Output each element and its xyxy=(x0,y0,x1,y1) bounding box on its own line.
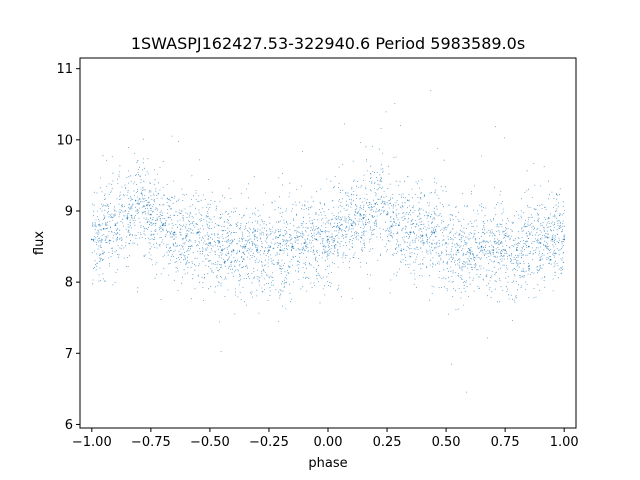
y-axis-title: flux xyxy=(32,231,47,255)
y-tick-label: 10 xyxy=(56,133,73,148)
scatter-point xyxy=(244,245,247,248)
scatter-point xyxy=(138,203,140,205)
scatter-point xyxy=(161,224,164,227)
scatter-point xyxy=(268,249,270,251)
scatter-point xyxy=(421,235,424,237)
x-axis: −1.00 −0.75 −0.50 −0.25 0.00 0.25 0.50 0.75 1.00 xyxy=(72,428,579,450)
scatter-point xyxy=(303,242,306,244)
scatter-point xyxy=(409,231,412,234)
scatter-point xyxy=(126,217,129,219)
scatter-point xyxy=(185,235,188,237)
x-tick-label: 0.75 xyxy=(491,435,520,450)
y-tick-label: 9 xyxy=(65,204,73,219)
scatter-point xyxy=(362,217,365,219)
x-tick-label: −0.75 xyxy=(131,435,171,450)
scatter-point xyxy=(492,249,495,251)
scatter-point xyxy=(173,231,176,234)
scatter-point xyxy=(445,242,447,244)
scatter-point xyxy=(468,249,471,251)
scatter-point xyxy=(197,231,199,234)
scatter-point xyxy=(398,224,400,227)
x-axis-title: phase xyxy=(308,456,347,471)
scatter-point xyxy=(374,203,377,205)
scatter-point xyxy=(527,245,530,248)
scatter-cloud xyxy=(91,90,565,393)
scatter-point xyxy=(539,242,542,244)
scatter-point xyxy=(504,249,506,251)
scatter-point xyxy=(563,238,565,241)
scatter-point xyxy=(315,238,317,241)
y-tick-label: 8 xyxy=(65,276,73,291)
data-points xyxy=(91,90,565,393)
scatter-point xyxy=(327,238,329,241)
scatter-point xyxy=(256,249,258,251)
scatter-point xyxy=(102,227,105,230)
scatter-point xyxy=(433,231,436,234)
scatter-point xyxy=(350,224,353,227)
scatter-point xyxy=(480,245,483,248)
scatter-point xyxy=(91,238,93,241)
y-tick-label: 11 xyxy=(56,62,73,77)
scatter-point xyxy=(220,249,223,251)
scatter-point xyxy=(114,224,117,227)
scatter-point xyxy=(291,245,294,248)
scatter-point xyxy=(232,249,235,251)
x-tick-label: 1.00 xyxy=(550,435,579,450)
scatter-point xyxy=(209,242,211,244)
scatter-point xyxy=(551,238,554,241)
scatter-point xyxy=(516,249,518,251)
x-tick-label: −0.25 xyxy=(249,435,289,450)
y-tick-label: 6 xyxy=(65,418,73,433)
scatter-point xyxy=(457,249,459,251)
x-tick-label: −0.50 xyxy=(190,435,230,450)
chart-title: 1SWASPJ162427.53-322940.6 Period 5983589… xyxy=(131,34,525,53)
scatter-point xyxy=(150,213,152,216)
y-tick-label: 7 xyxy=(65,347,73,362)
x-tick-label: 0.50 xyxy=(432,435,461,450)
x-tick-label: 0.00 xyxy=(314,435,343,450)
x-tick-label: −1.00 xyxy=(72,435,112,450)
y-axis: 6 7 8 9 10 11 xyxy=(56,62,80,433)
scatter-point xyxy=(386,213,388,216)
scatter-point xyxy=(339,227,341,230)
x-tick-label: 0.25 xyxy=(373,435,402,450)
scatter-point xyxy=(279,249,282,251)
